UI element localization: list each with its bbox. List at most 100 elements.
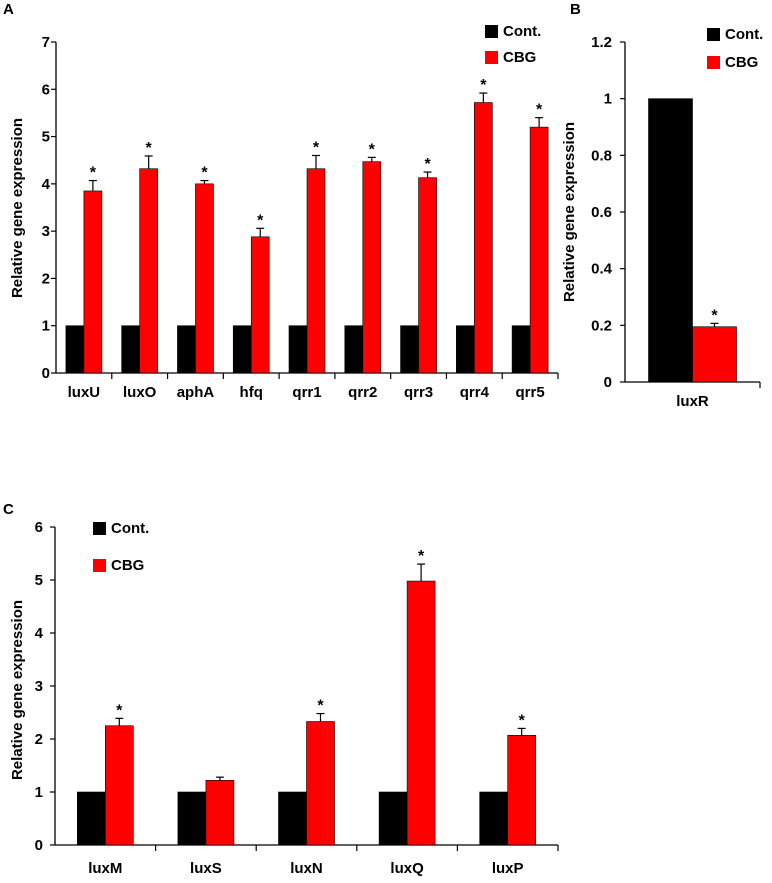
legend-label-cbg: CBG: [503, 49, 536, 66]
bar-cont-luxS: [177, 791, 207, 846]
bar-cbg-luxR: [692, 326, 737, 383]
y-tick-label: 0.2: [591, 317, 612, 334]
bar-cont-luxU: [65, 325, 85, 374]
chart-panel-c: C 0 1 2 3 4 5 6 Relative gene expression * luxM lux…: [3, 501, 559, 877]
significance-mark-luxU: *: [90, 165, 97, 182]
significance-mark-luxQ: *: [418, 548, 425, 565]
bar-cbg-luxP: [507, 734, 537, 846]
y-tick-label: 2: [35, 731, 43, 748]
bar-cbg-qrr1: [306, 168, 326, 374]
category-label-luxQ: luxQ: [390, 860, 424, 877]
category-label-luxU: luxU: [68, 384, 101, 401]
category-label-luxS: luxS: [190, 860, 222, 877]
y-tick-label: 4: [42, 176, 51, 193]
bar-cont-luxO: [121, 325, 140, 374]
bar-cbg-qrr5: [529, 126, 549, 374]
bar-cont-luxQ: [378, 791, 408, 846]
y-tick-label: 1: [42, 318, 50, 335]
legend-label-cbg: CBG: [725, 54, 758, 71]
bar-cont-luxM: [77, 791, 106, 846]
bar-cont-luxP: [479, 791, 509, 846]
category-label-qrr3: qrr3: [404, 384, 433, 401]
chart-panel-b: B 0 0.2 0.4 0.6 0.8 1 1.2 Relative gene expressi…: [561, 1, 763, 410]
significance-mark-luxP: *: [519, 712, 526, 729]
y-tick-label: 1.2: [591, 34, 612, 51]
y-axis-label: Relative gene expression: [9, 118, 26, 298]
category-label-luxP: luxP: [492, 860, 524, 877]
bar-cont-qrr1: [288, 325, 308, 374]
y-tick-label: 3: [35, 678, 43, 695]
significance-mark-qrr5: *: [536, 102, 543, 119]
legend-swatch-cont: [93, 522, 106, 535]
significance-mark-luxM: *: [116, 702, 123, 719]
legend-label-cont: Cont.: [111, 520, 149, 537]
significance-mark-hfq: *: [257, 212, 264, 229]
bar-cbg-luxO: [139, 168, 158, 374]
category-label-qrr2: qrr2: [348, 384, 377, 401]
bar-cbg-aphA: [195, 183, 214, 374]
y-tick-label: 6: [42, 81, 50, 98]
y-tick-label: 0: [42, 365, 50, 382]
panel-label-a: A: [3, 1, 14, 18]
category-label-qrr1: qrr1: [292, 384, 321, 401]
bar-cbg-qrr2: [362, 161, 382, 374]
bar-cbg-luxS: [205, 780, 235, 846]
y-tick-label: 0: [35, 837, 43, 854]
bar-cont-luxR: [648, 98, 693, 383]
category-label-luxR: luxR: [676, 393, 709, 410]
y-tick-label: 7: [42, 34, 50, 51]
category-label-luxO: luxO: [123, 384, 157, 401]
legend-label-cbg: CBG: [111, 557, 144, 574]
significance-mark-aphA: *: [201, 165, 208, 182]
category-label-luxM: luxM: [88, 860, 122, 877]
category-label-qrr4: qrr4: [460, 384, 490, 401]
y-tick-label: 5: [35, 572, 43, 589]
y-tick-label: 3: [42, 223, 50, 240]
bar-cont-qrr3: [400, 325, 419, 374]
legend-swatch-cont: [485, 25, 498, 38]
panel-label-b: B: [570, 1, 581, 18]
legend-label-cont: Cont.: [725, 26, 763, 43]
category-label-luxN: luxN: [290, 860, 323, 877]
y-tick-label: 5: [42, 129, 50, 146]
y-tick-label: 1: [35, 784, 43, 801]
y-axis-label: Relative gene expression: [9, 600, 26, 780]
significance-mark-luxN: *: [317, 698, 324, 715]
significance-mark-qrr3: *: [424, 156, 431, 173]
y-tick-label: 0: [604, 374, 612, 391]
legend-swatch-cont: [707, 28, 720, 41]
significance-mark-luxO: *: [146, 140, 153, 157]
y-tick-label: 0.6: [591, 204, 612, 221]
legend-label-cont: Cont.: [503, 23, 541, 40]
legend-swatch-cbg: [485, 51, 498, 64]
bar-cont-luxN: [278, 791, 307, 846]
bar-cont-aphA: [177, 325, 196, 374]
bar-cbg-luxN: [306, 721, 335, 846]
y-tick-label: 0.8: [591, 147, 612, 164]
significance-mark-qrr2: *: [369, 141, 376, 158]
significance-mark-qrr4: *: [480, 77, 487, 94]
significance-mark-luxR: *: [711, 307, 718, 324]
bar-cont-hfq: [232, 325, 252, 374]
chart-panel-a: A 0 1 2 3 4 5 6 7 Relative gene expression * luxU * l…: [3, 1, 559, 401]
legend-swatch-cbg: [93, 559, 106, 572]
significance-mark-qrr1: *: [313, 139, 320, 156]
y-tick-label: 2: [42, 270, 50, 287]
bar-cbg-luxU: [83, 190, 103, 374]
y-tick-label: 1: [604, 91, 612, 108]
y-tick-label: 0.4: [591, 261, 613, 278]
y-tick-label: 6: [35, 519, 43, 536]
category-label-qrr5: qrr5: [516, 384, 545, 401]
bar-cont-qrr5: [511, 325, 531, 374]
panel-label-c: C: [3, 501, 14, 518]
bar-cbg-qrr4: [474, 102, 493, 374]
bar-cbg-luxQ: [406, 580, 436, 846]
bar-cbg-qrr3: [418, 177, 437, 374]
bar-cbg-luxM: [105, 725, 134, 846]
legend-swatch-cbg: [707, 56, 720, 69]
category-label-aphA: aphA: [177, 384, 215, 401]
category-label-hfq: hfq: [240, 384, 263, 401]
bar-cont-qrr4: [456, 325, 475, 374]
y-tick-label: 4: [35, 625, 44, 642]
